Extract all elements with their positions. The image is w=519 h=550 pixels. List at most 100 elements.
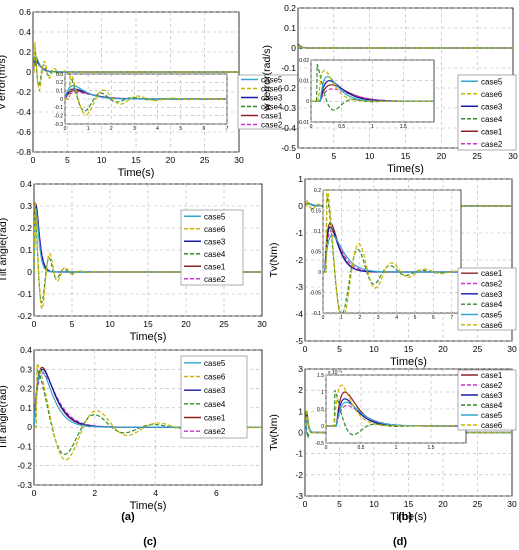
- chart-c1-ytick-label: 0.2: [20, 223, 32, 233]
- chart-a-inset-xtick-label: 4: [156, 126, 159, 132]
- chart-a-inset-xtick-label: 0: [64, 126, 67, 132]
- chart-d2-legend-label-case4: case4: [481, 401, 503, 410]
- chart-b-xtick-label: 20: [437, 151, 447, 161]
- chart-a-inset-ytick-label: -0.3: [54, 122, 63, 128]
- chart-d1-xtick-label: 20: [438, 344, 448, 354]
- chart-c2-legend-label-case3: case3: [204, 386, 226, 395]
- chart-c1-legend-label-case6: case6: [204, 225, 226, 234]
- chart-c2-xtick-label: 2: [92, 488, 97, 498]
- chart-d2-legend-label-case5: case5: [481, 411, 503, 420]
- chart-d2-inset-xtick-label: 1.5: [428, 445, 435, 451]
- chart-b-ytick-label: -0.3: [281, 103, 296, 113]
- chart-c1-legend-box: [180, 209, 244, 286]
- chart-d1-legend-label-case5: case5: [481, 311, 503, 320]
- chart-d2-inset-xtick-label: 1: [395, 445, 398, 451]
- chart-b-series-case6: [298, 44, 513, 49]
- chart-d2-ylabel: Tw(Nm): [268, 414, 280, 451]
- chart-d1-inset-ytick-label: 0.2: [314, 188, 321, 194]
- chart-b-xtick-label: 5: [331, 151, 336, 161]
- chart-a-inset-ytick-label: 0.1: [56, 88, 63, 94]
- chart-a-ytick-label: -0.2: [16, 87, 31, 97]
- chart-d1-legend-label-case1: case1: [481, 269, 503, 278]
- chart-b-legend-label-case3: case3: [481, 102, 503, 111]
- chart-d2-xlabel: Time(s): [390, 511, 427, 523]
- chart-b-inset-xtick-label: 0.5: [338, 124, 345, 130]
- chart-b-ytick-label: -0.5: [281, 143, 296, 153]
- chart-d1-ytick-label: -1: [295, 228, 303, 238]
- chart-d2-ytick-label: 0: [298, 427, 303, 437]
- chart-d1-ytick-label: 0: [298, 201, 303, 211]
- chart-d1-xtick-label: 15: [404, 344, 414, 354]
- chart-d2-inset-ytick-label: 1: [321, 390, 324, 396]
- chart-c1-xtick-label: 0: [32, 319, 37, 329]
- chart-c1-legend-label-case3: case3: [204, 237, 226, 246]
- chart-d2-inset-ytick-label: 1.5: [317, 373, 324, 379]
- chart-d1-inset-xtick-label: 5: [414, 315, 417, 321]
- chart-c2-legend: case5 case6 case3 case4 case1 case2: [180, 355, 248, 439]
- chart-d1-ytick-label: -5: [295, 336, 303, 346]
- chart-d2-xtick-label: 15: [404, 499, 414, 509]
- chart-a-legend-label-case1: case1: [261, 112, 283, 121]
- chart-d1-legend-label-case3: case3: [481, 290, 503, 299]
- chart-a-legend-label-case3: case3: [261, 94, 283, 103]
- chart-c1-ytick-label: 0: [27, 267, 32, 277]
- chart-b-legend-box: [457, 74, 517, 151]
- chart-a-xtick-label: 25: [200, 155, 210, 165]
- chart-c2-xtick-label: 0: [32, 488, 37, 498]
- chart-d1-inset-xtick-label: 3: [377, 315, 380, 321]
- chart-d1-xtick-label: 5: [337, 344, 342, 354]
- chart-d2-legend-label-case1: case1: [481, 371, 503, 380]
- chart-b-ytick-label: -0.2: [281, 83, 296, 93]
- chart-d2-inset-multiplier: x 10⁻³: [328, 370, 342, 376]
- chart-a-legend-label-case6: case6: [261, 85, 283, 94]
- chart-a-ytick-label: -0.8: [16, 147, 31, 157]
- chart-a-ytick-label: -0.4: [16, 107, 31, 117]
- chart-d1-inset-series-case6: [323, 190, 461, 313]
- chart-d1-ytick-label: 1: [298, 174, 303, 184]
- chart-d1-ytick-label: -2: [295, 255, 303, 265]
- chart-b-legend-label-case1: case1: [481, 127, 503, 136]
- chart-a-xtick-label: 0: [31, 155, 36, 165]
- chart-b-legend-label-case4: case4: [481, 115, 503, 124]
- chart-b-xtick-label: 10: [365, 151, 375, 161]
- chart-a-legend-label-case4: case4: [261, 103, 283, 112]
- chart-a-xtick-label: 15: [131, 155, 141, 165]
- chart-d2-ytick-label: -2: [295, 470, 303, 480]
- chart-c2-xtick-label: 4: [153, 488, 158, 498]
- chart-b-xlabel: Time(s): [387, 163, 424, 175]
- chart-a-xtick-label: 20: [166, 155, 176, 165]
- chart-a-inset-axes: 0 1 2 3 4 5 6 7 -0.3 -0.2 -0.1 0 0.1 0.2 0.3: [54, 72, 228, 132]
- chart-b-inset-ytick-label: 0.01: [299, 78, 309, 84]
- panel-label-2: (c): [143, 536, 157, 548]
- chart-a-xtick-label: 10: [97, 155, 107, 165]
- chart-a-inset-series-case5: [65, 85, 227, 100]
- chart-c2-xtick-label: 6: [214, 488, 219, 498]
- chart-c2-ytick-label: -0.1: [17, 441, 32, 451]
- chart-c1-legend: case5 case6 case3 case4 case1 case2: [180, 209, 244, 286]
- chart-b-legend-label-case2: case2: [481, 140, 503, 149]
- chart-b-legend-label-case5: case5: [481, 77, 503, 86]
- chart-c1-xtick-label: 10: [105, 319, 115, 329]
- chart-d2-inset-xtick-label: 0.5: [358, 445, 365, 451]
- chart-a-series-case6: [33, 42, 239, 92]
- chart-d2-ytick-label: 2: [298, 385, 303, 395]
- chart-d2-inset-xtick-label: 0: [325, 445, 328, 451]
- chart-d2-xtick-label: 20: [438, 499, 448, 509]
- chart-c2-ylabel: Tilt angle(rad): [0, 385, 9, 449]
- chart-a-inset-ytick-label: 0.3: [56, 72, 63, 78]
- chart-d1-inset-xtick-label: 4: [395, 315, 398, 321]
- chart-d1-inset-ytick-label: 0.15: [311, 208, 321, 214]
- chart-d1-inset-xtick-label: 2: [358, 315, 361, 321]
- chart-d1-inset-ytick-label: 0.05: [311, 249, 321, 255]
- chart-d1-legend-label-case4: case4: [481, 300, 503, 309]
- chart-b-legend: case5 case6 case3 case4 case1 case2: [457, 74, 517, 151]
- chart-c2-legend-label-case2: case2: [204, 427, 226, 436]
- chart-d1-xlabel: Time(s): [390, 356, 427, 368]
- panel-label-3: (d): [393, 536, 407, 548]
- chart-d1-inset-xtick-label: 0: [322, 315, 325, 321]
- chart-a-xlabel: Time(s): [118, 167, 155, 179]
- chart-c1-ylabel: Tilt angle(rad): [0, 218, 9, 282]
